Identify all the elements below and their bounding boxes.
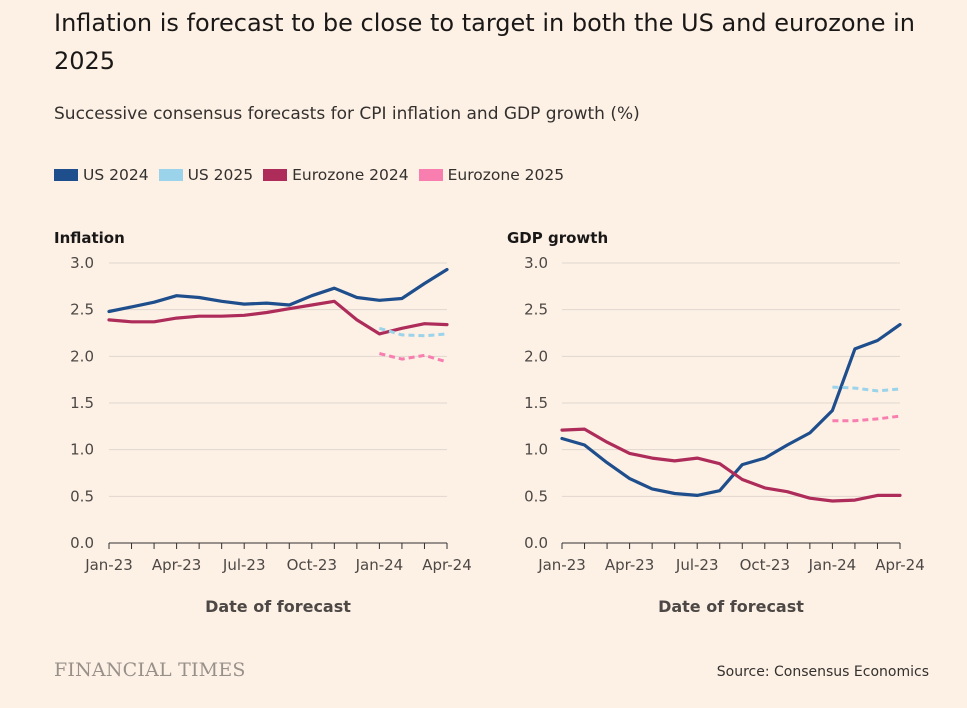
legend-label-eurozone-2025: Eurozone 2025 xyxy=(447,166,565,184)
series-line-us-2024 xyxy=(560,322,902,497)
gdp-growth-panel: GDP growth 0.0 0.5 1.0 1.5 2.0 2.5 3.0 Jan-23 Apr… xyxy=(453,226,943,626)
y-tick-label: 3.0 xyxy=(70,254,94,272)
x-tick-label: Oct-23 xyxy=(287,556,337,574)
y-tick-label: 0.5 xyxy=(70,487,94,505)
legend-swatch-eurozone-2024 xyxy=(263,169,288,181)
series-line-eurozone-2024 xyxy=(560,427,902,503)
y-tick-label: 2.5 xyxy=(70,301,94,319)
y-tick-label: 1.5 xyxy=(524,394,548,412)
legend-label-us-2025: US 2025 xyxy=(187,166,254,184)
legend-item-eurozone-2025: Eurozone 2025 xyxy=(418,166,565,184)
x-tick-label: Jan-24 xyxy=(808,556,857,574)
x-tick-label: Jul-23 xyxy=(222,556,266,574)
legend: US 2024 US 2025 Eurozone 2024 Eurozone 2… xyxy=(54,166,574,184)
gdp-growth-chart: GDP growth 0.0 0.5 1.0 1.5 2.0 2.5 3.0 Jan-23 Apr… xyxy=(507,229,925,616)
chart-subtitle: Successive consensus forecasts for CPI i… xyxy=(54,104,640,124)
legend-swatch-us-2025 xyxy=(158,169,183,181)
legend-item-us-2024: US 2024 xyxy=(54,166,149,184)
legend-item-us-2025: US 2025 xyxy=(158,166,254,184)
x-tick-label: Jan-24 xyxy=(355,556,404,574)
x-tick-label: Apr-24 xyxy=(875,556,925,574)
series-line-eurozone-2025 xyxy=(379,352,448,364)
series-line-us-2025 xyxy=(832,385,901,393)
inflation-chart: Inflation 0.0 0.5 1.0 1.5 2.0 2.5 3.0 Jan-23 Apr-… xyxy=(54,229,472,616)
x-tick-label: Jan-23 xyxy=(537,556,586,574)
x-tick-label: Oct-23 xyxy=(740,556,790,574)
x-tick-label: Jan-23 xyxy=(84,556,133,574)
series-line-eurozone-2024 xyxy=(107,299,449,336)
y-tick-label: 1.5 xyxy=(70,394,94,412)
panel-title: Inflation xyxy=(54,229,125,247)
series-line-us-2025 xyxy=(378,326,448,338)
source-note: Source: Consensus Economics xyxy=(716,664,929,680)
panel-title: GDP growth xyxy=(507,229,608,247)
legend-swatch-eurozone-2025 xyxy=(418,169,443,181)
chart-title: Inflation is forecast to be close to tar… xyxy=(54,9,915,75)
x-tick-label: Apr-23 xyxy=(605,556,655,574)
legend-swatch-us-2024 xyxy=(54,169,78,181)
y-tick-label: 2.0 xyxy=(70,347,94,365)
legend-label-us-2024: US 2024 xyxy=(83,166,149,184)
legend-item-eurozone-2024: Eurozone 2024 xyxy=(263,166,409,184)
x-tick-label: Apr-23 xyxy=(152,556,202,574)
y-tick-label: 2.5 xyxy=(524,301,548,319)
x-tick-label: Jul-23 xyxy=(675,556,719,574)
series-line-eurozone-2025 xyxy=(832,414,901,423)
publisher-logo: FINANCIAL TIMES xyxy=(54,659,246,681)
legend-label-eurozone-2024: Eurozone 2024 xyxy=(292,166,409,184)
x-axis-title: Date of forecast xyxy=(658,597,804,616)
x-tick-label: Apr-24 xyxy=(422,556,472,574)
y-tick-label: 3.0 xyxy=(524,254,548,272)
y-tick-label: 1.0 xyxy=(70,441,94,459)
y-tick-label: 1.0 xyxy=(524,441,548,459)
y-tick-label: 0.0 xyxy=(524,534,548,552)
series-line-us-2024 xyxy=(107,267,449,314)
y-tick-label: 2.0 xyxy=(524,347,548,365)
y-tick-label: 0.0 xyxy=(70,534,94,552)
inflation-panel: Inflation 0.0 0.5 1.0 1.5 2.0 2.5 3.0 Jan-23 Apr-… xyxy=(0,226,480,626)
y-tick-label: 0.5 xyxy=(524,487,548,505)
x-axis-title: Date of forecast xyxy=(205,597,351,616)
